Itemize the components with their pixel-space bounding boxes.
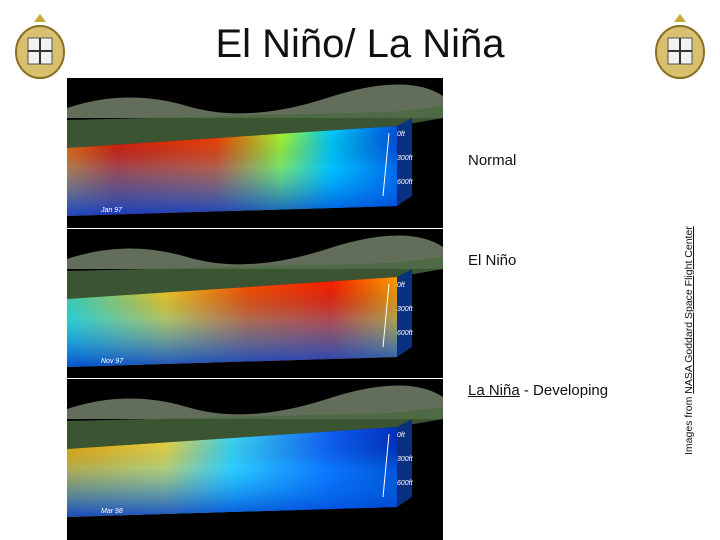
crest-right — [655, 14, 705, 79]
date-label: Mar 98 — [101, 508, 123, 515]
depth-label: 600ft — [397, 330, 414, 337]
panel-label: La Niña - Developing — [468, 382, 608, 399]
ocean-section-image: 0ft 300ft 600ft Nov 97 — [67, 229, 443, 378]
depth-label: 600ft — [397, 480, 414, 487]
panel-label: Normal — [468, 152, 516, 169]
depth-label: 300ft — [397, 155, 414, 162]
panel-name: El Niño — [468, 252, 517, 269]
image-credit: Images from NASA Goddard Space Flight Ce… — [683, 226, 695, 455]
depth-label: 0ft — [397, 282, 406, 289]
panel-suffix: - Developing — [523, 382, 609, 399]
depth-label: 0ft — [397, 432, 406, 439]
credit-text: Images from — [683, 396, 695, 455]
date-label: Nov 97 — [101, 358, 124, 365]
date-label: Jan 97 — [100, 207, 123, 214]
panel-name: La Niña — [468, 382, 520, 399]
crest-left — [15, 14, 65, 79]
depth-label: 300ft — [397, 456, 414, 463]
panel-name: Normal — [468, 152, 517, 169]
ocean-section-image: 0ft 300ft 600ft Jan 97 — [67, 78, 443, 228]
depth-label: 300ft — [397, 306, 414, 313]
depth-label: 0ft — [397, 131, 406, 138]
depth-label: 600ft — [397, 179, 414, 186]
panel-label: El Niño — [468, 252, 516, 269]
slide-title: El Niño/ La Niña — [215, 22, 505, 66]
ocean-section-image: 0ft 300ft 600ft Mar 98 — [67, 379, 443, 540]
credit-link[interactable]: NASA Goddard Space Flight Center — [683, 226, 695, 394]
